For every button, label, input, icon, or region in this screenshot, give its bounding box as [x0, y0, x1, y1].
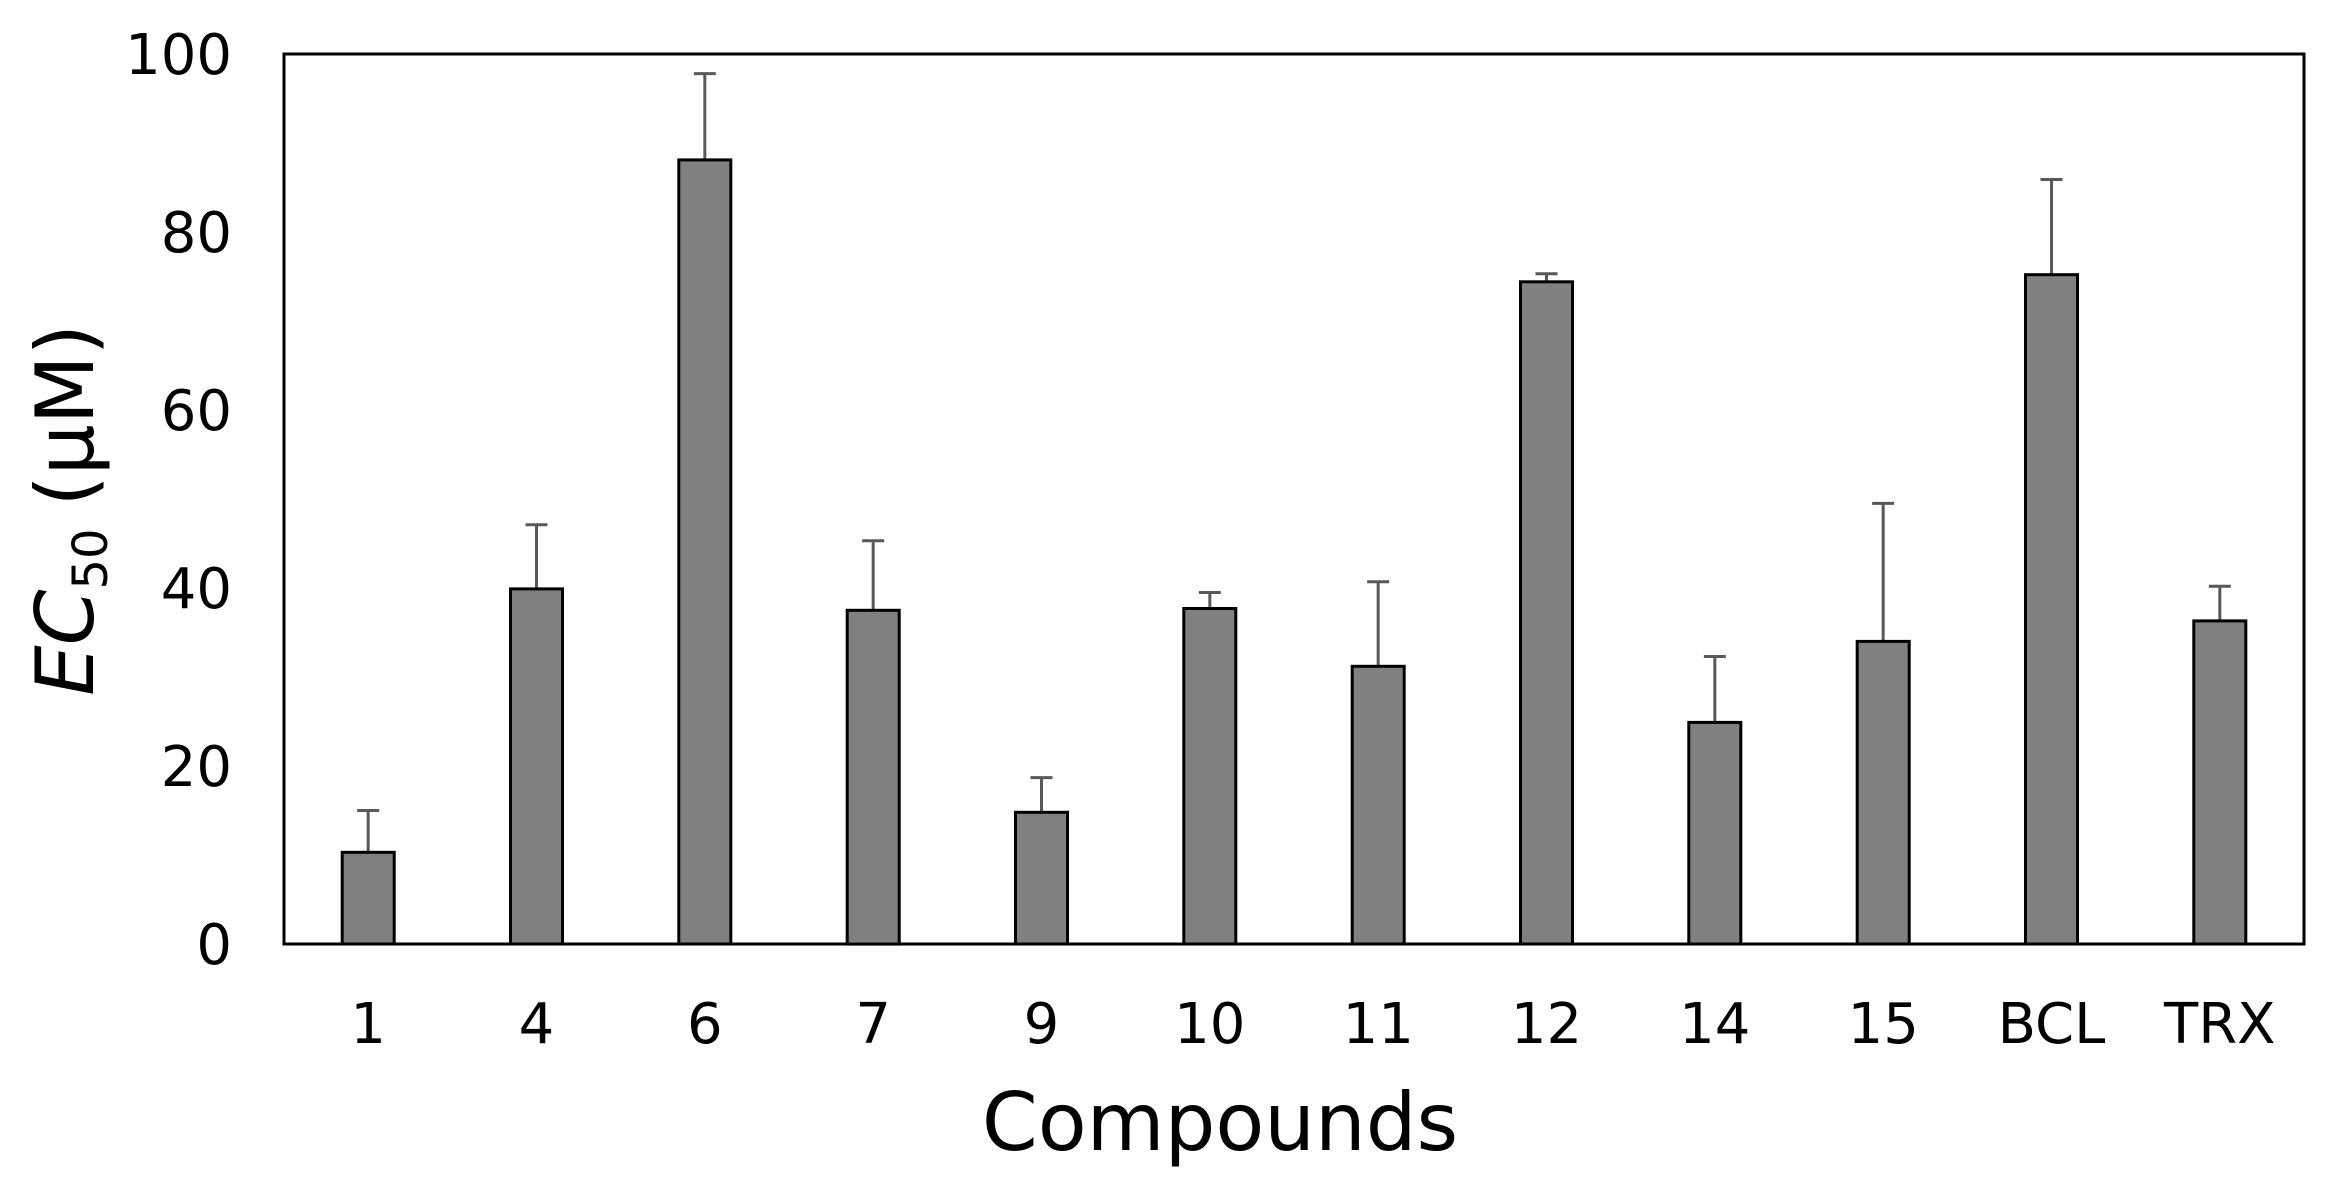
x-tick-label: TRX	[2163, 992, 2275, 1057]
bars	[340, 158, 2248, 946]
bar	[1014, 810, 1069, 946]
bar	[2024, 273, 2079, 946]
y-tick-label: 100	[125, 23, 232, 88]
plot-area-frame	[282, 52, 2306, 946]
bar	[2192, 619, 2248, 946]
bar	[509, 587, 564, 946]
y-axis-title-subscript: 50	[63, 528, 119, 589]
x-tick-label: 14	[1679, 992, 1750, 1057]
x-axis-title: Compounds	[982, 1076, 1458, 1169]
bar	[1350, 664, 1406, 946]
x-tick-label: 4	[519, 992, 555, 1057]
y-axis-title: EC50 (μM)	[19, 324, 119, 696]
y-tick-label: 60	[161, 379, 232, 444]
bar	[1182, 607, 1238, 946]
x-tick-label: 15	[1848, 992, 1919, 1057]
x-tick-label: 9	[1024, 992, 1060, 1057]
x-tick-label: 12	[1511, 992, 1582, 1057]
y-axis-title-main: EC	[19, 589, 112, 696]
bar	[677, 158, 733, 946]
bar	[1855, 639, 1911, 946]
bar	[845, 608, 901, 946]
x-tick-label: 6	[687, 992, 723, 1057]
y-tick-label: 80	[161, 201, 232, 266]
x-tick-label: 11	[1343, 992, 1414, 1057]
bar	[1687, 720, 1743, 946]
y-tick-label: 40	[161, 557, 232, 622]
y-tick-label: 0	[196, 913, 232, 978]
x-tick-label: 1	[350, 992, 386, 1057]
y-tick-labels: 0 20 40 60 80 100	[125, 23, 232, 978]
x-tick-labels: 1 4 6 7 9 10 11 12 14 15 BCL TRX	[350, 992, 2275, 1057]
y-axis-title-unit: (μM)	[19, 324, 112, 506]
error-bars	[357, 72, 2231, 896]
x-tick-label: 10	[1174, 992, 1245, 1057]
bar	[340, 850, 396, 946]
x-tick-label: 7	[855, 992, 891, 1057]
x-tick-label: BCL	[1998, 992, 2106, 1057]
bar	[1519, 280, 1574, 946]
y-tick-label: 20	[161, 735, 232, 800]
